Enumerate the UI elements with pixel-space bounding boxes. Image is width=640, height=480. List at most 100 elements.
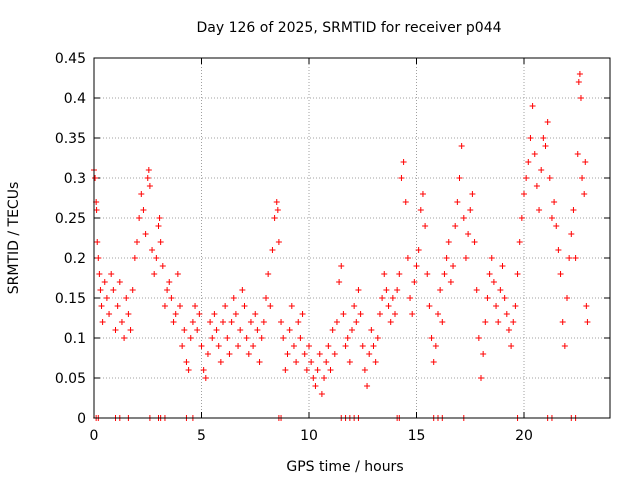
data-point [245,351,252,357]
data-point [579,175,586,181]
data-point [398,175,405,181]
data-point [318,391,325,397]
data-point [478,375,484,381]
data-point [286,327,293,333]
data-point [159,263,166,269]
data-point [437,287,444,293]
data-point [258,335,265,341]
data-point [432,343,439,349]
data-point [559,319,566,325]
data-point [110,287,117,293]
data-point [297,335,304,341]
data-point [308,359,315,365]
data-point [349,327,355,333]
data-point [321,375,328,381]
data-point [153,255,160,261]
data-point [215,343,222,349]
data-point [207,319,214,325]
data-point [222,303,229,309]
data-point [344,335,351,341]
data-point [458,143,465,149]
data-point [217,359,224,365]
data-point [226,351,233,357]
data-point [376,311,383,317]
data-point [372,359,379,365]
data-point [523,175,530,181]
data-point [379,295,386,301]
data-point [299,311,306,317]
data-point [518,215,525,221]
data-point [462,255,469,261]
data-point [582,159,589,165]
data-point [551,199,558,205]
data-point [224,335,231,341]
x-tick-label: 20 [515,428,533,444]
data-point [426,303,433,309]
data-point [243,335,250,341]
data-point [546,175,553,181]
data-point [280,335,287,341]
data-point [510,319,517,325]
data-point [583,303,590,309]
data-point [553,223,560,229]
data-point [125,311,132,317]
data-point [430,359,437,365]
data-point [209,335,216,341]
data-point [465,231,472,237]
data-point [267,303,274,309]
data-point [228,319,235,325]
grid-lines [94,58,610,418]
data-point [493,303,500,309]
data-point [202,375,209,381]
data-point [149,247,156,253]
data-point [329,327,336,333]
y-tick-label: 0.05 [55,371,86,387]
data-point [428,335,435,341]
data-point [581,191,588,197]
data-point [151,271,158,277]
data-point [419,191,426,197]
data-point [92,175,99,181]
data-point [254,327,261,333]
data-point [237,327,244,333]
data-point [473,287,480,293]
data-point [435,311,441,317]
data-point [357,311,364,317]
data-point [211,311,218,317]
data-point [441,271,448,277]
data-point [404,255,411,261]
data-point [381,271,388,277]
data-point [333,319,340,325]
data-point [564,295,570,301]
data-point [447,279,454,285]
data-point [480,351,487,357]
data-point [121,335,128,341]
data-point [353,319,360,325]
data-point [101,279,108,285]
data-point [566,255,573,261]
data-point [346,359,353,365]
data-point [278,319,285,325]
data-point [529,103,536,109]
data-point [230,295,237,301]
data-point [198,343,205,349]
data-point [284,351,291,357]
data-point [445,239,452,245]
data-point [94,239,101,245]
data-point [338,263,345,269]
data-point [538,167,545,173]
data-point [370,343,377,349]
data-point [456,175,463,181]
data-point [316,351,323,357]
chart-title: Day 126 of 2025, SRMTID for receiver p04… [196,20,501,36]
data-point [400,159,407,165]
data-point [577,95,584,101]
data-point [467,207,474,213]
data-point [574,151,581,157]
data-point [411,279,418,285]
data-point [177,303,183,309]
x-tick-label: 0 [90,428,99,444]
data-point [351,303,358,309]
x-axis-label: GPS time / hours [286,459,403,475]
